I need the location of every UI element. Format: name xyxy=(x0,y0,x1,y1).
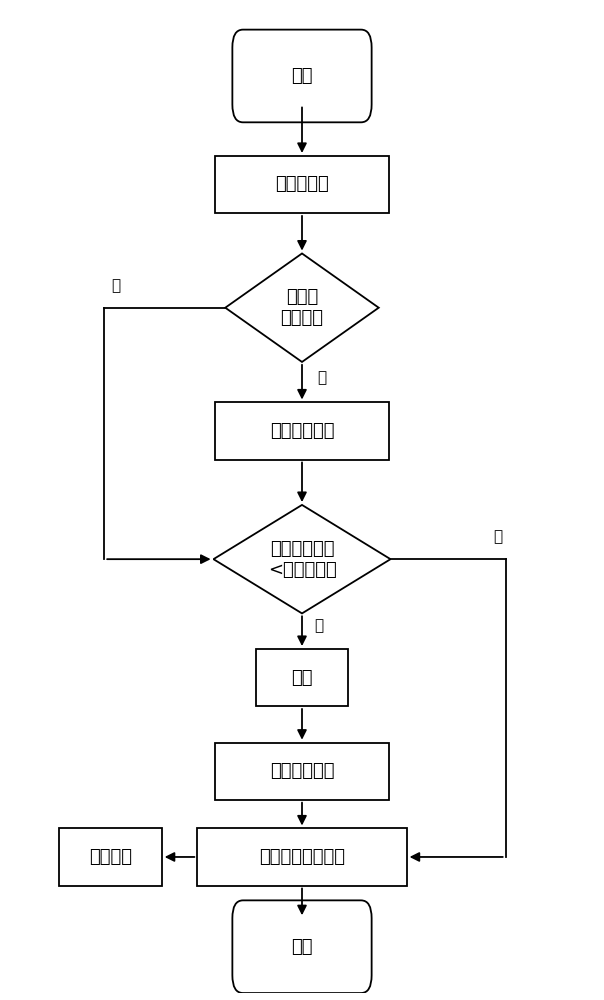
Text: 开始: 开始 xyxy=(291,67,313,85)
Text: 打开下密闸: 打开下密闸 xyxy=(275,175,329,193)
Text: 声光报警系统: 声光报警系统 xyxy=(270,762,334,780)
Bar xyxy=(198,828,406,886)
Bar xyxy=(256,649,348,706)
Text: 结束: 结束 xyxy=(291,938,313,956)
Bar xyxy=(215,402,389,460)
Bar xyxy=(215,156,389,213)
Text: 实际布料时长: 实际布料时长 xyxy=(270,422,334,440)
Text: 卡料: 卡料 xyxy=(291,669,313,687)
Text: 上料控制联锁保护: 上料控制联锁保护 xyxy=(259,848,345,866)
Text: 是否有
布料信号: 是否有 布料信号 xyxy=(280,288,324,327)
Text: 实际布料时长
<布料经验値: 实际布料时长 <布料经验値 xyxy=(268,540,336,579)
FancyBboxPatch shape xyxy=(233,900,371,993)
FancyBboxPatch shape xyxy=(233,30,371,122)
Text: 是: 是 xyxy=(314,618,323,633)
Text: 否: 否 xyxy=(111,278,121,293)
Text: 处理卡料: 处理卡料 xyxy=(89,848,132,866)
Bar xyxy=(59,828,162,886)
Polygon shape xyxy=(213,505,391,613)
Text: 是: 是 xyxy=(316,370,326,385)
Text: 否: 否 xyxy=(493,529,503,544)
Polygon shape xyxy=(225,253,379,362)
Bar xyxy=(215,743,389,800)
